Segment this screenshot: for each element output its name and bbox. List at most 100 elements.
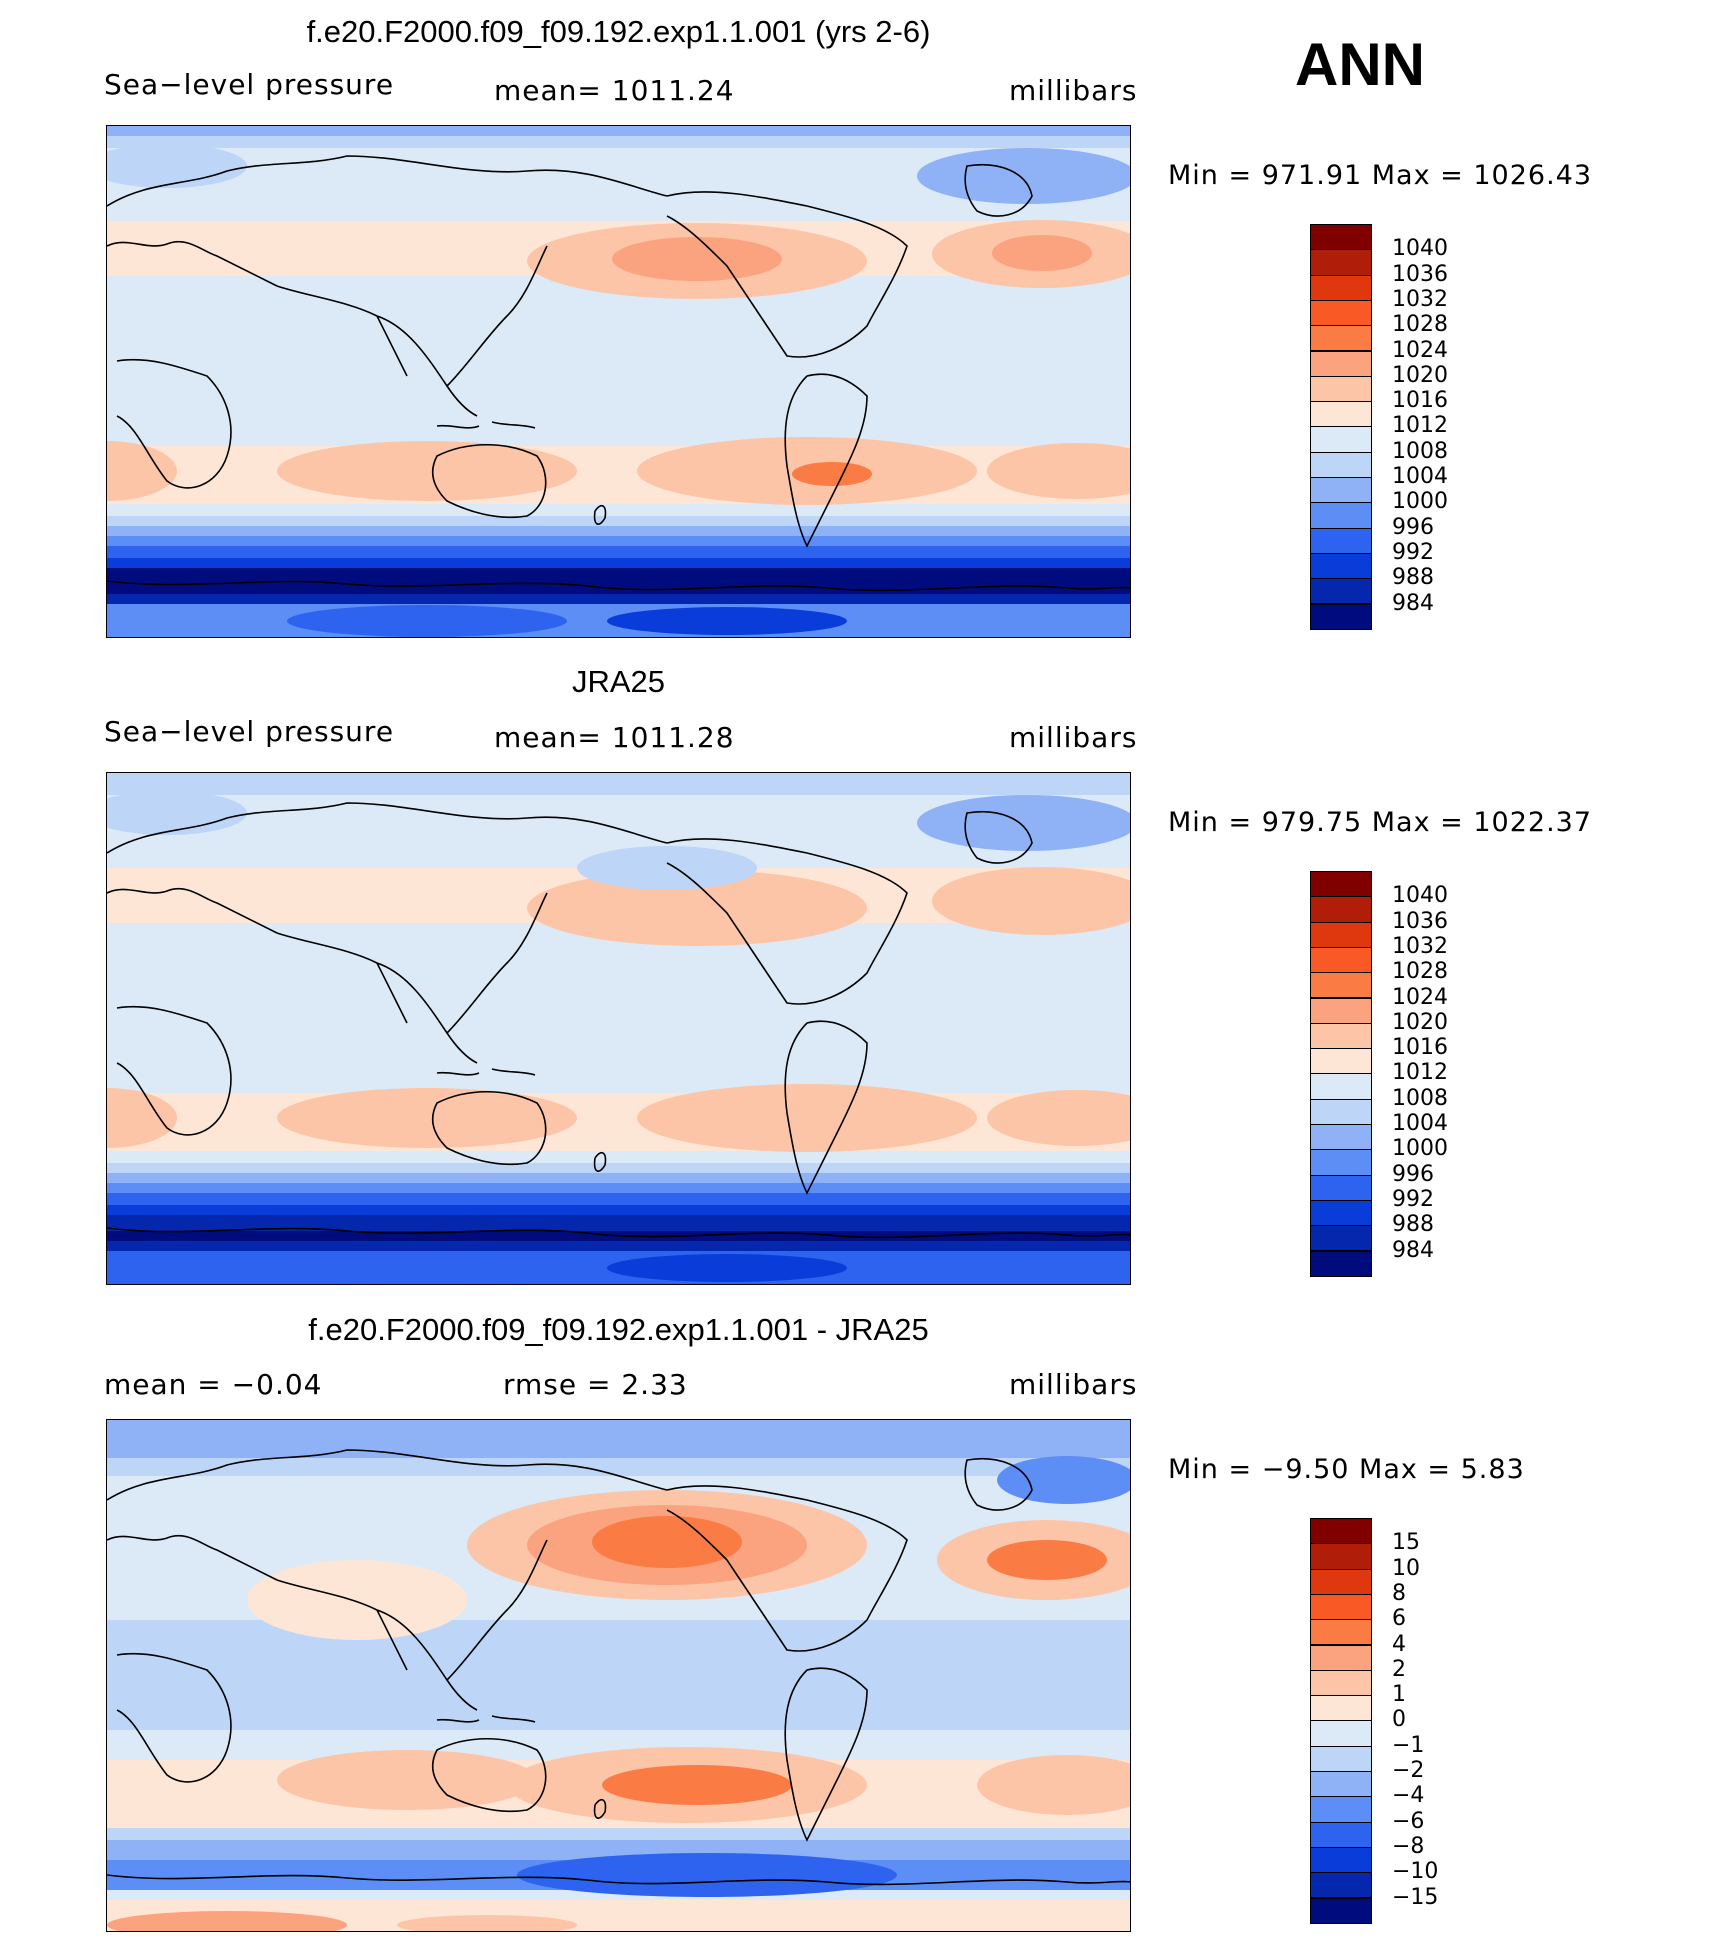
contour-band [107,516,1130,528]
colorbar-tick-label: 1016 [1392,388,1448,414]
colorbar-tick-label: 6 [1392,1606,1406,1632]
colorbar-swatch [1310,1720,1372,1747]
coastline [107,580,1130,592]
colorbar-swatch [1310,1695,1372,1722]
contour-region [107,791,247,835]
contour-band [107,1193,1130,1207]
colorbar-swatch [1310,1846,1372,1874]
colorbar-tick-label: −15 [1392,1884,1439,1910]
coastline [107,1449,668,1501]
panel3-minmax: Min = −9.50 Max = 5.83 [1168,1454,1525,1485]
contour-region [287,1252,567,1284]
panel1-title: f.e20.F2000.f09_f09.192.exp1.1.001 (yrs … [306,14,931,49]
contour-band [107,546,1130,560]
coastline [107,802,668,854]
colorbar-swatch [1310,871,1372,898]
contour-band [107,1241,1130,1253]
colorbar-tick-label: 1028 [1392,959,1448,985]
panel1-map [106,125,1131,638]
colorbar-swatch [1310,1149,1372,1176]
coastline [431,444,547,519]
contour-region [917,148,1130,204]
colorbar-swatch [1310,1073,1372,1100]
colorbar-swatch [1310,274,1372,301]
colorbar-swatch [1310,578,1372,605]
colorbar-swatch [1310,1897,1372,1924]
colorbar-swatch [1310,1250,1372,1277]
panel2-left-label: Sea−level pressure [104,715,395,748]
panel1-units-label: millibars [1009,74,1138,107]
colorbar-tick-label: 1004 [1392,464,1448,489]
coastline [276,892,548,1035]
coastline [666,838,908,1005]
coastline [593,1151,607,1172]
panel3-rmse-label: rmse = 2.33 [503,1368,688,1401]
colorbar-swatch [1310,1593,1372,1621]
colorbar-swatch [1310,603,1372,630]
colorbar-swatch [1310,552,1372,580]
colorbar-tick-label: 1000 [1392,489,1448,515]
coastline [436,421,536,429]
contour-region [107,1088,177,1148]
contour-region [987,443,1130,499]
colorbar-tick-label: 1032 [1392,286,1448,312]
contour-band [107,1173,1130,1185]
contour-band [107,526,1130,538]
coastline [107,1227,1130,1239]
colorbar-tick-label: 992 [1392,539,1434,565]
colorbar-tick-label: 1008 [1392,1085,1448,1111]
panel2-mean-label: mean= 1011.28 [494,721,735,754]
colorbar-swatch [1310,1225,1372,1252]
colorbar-tick-label: 1036 [1392,261,1448,287]
contour-region [792,462,872,486]
colorbar-swatch [1310,1199,1372,1227]
colorbar-swatch [1310,1048,1372,1075]
coastline [964,1458,1033,1511]
coastline [784,1667,868,1842]
coastline [107,1874,1130,1886]
panel2-colorbar: 1040 1036 1032 1028 1024 1020 1016 1012 1008 1004… [1310,871,1448,1277]
contour-region [517,1853,897,1897]
coastline [666,1485,908,1652]
coastline [593,504,607,525]
colorbar-swatch [1310,1174,1372,1201]
colorbar-swatch [1310,1543,1372,1570]
colorbar-swatch [1310,972,1372,999]
contour-region [607,607,847,635]
contour-band [107,1163,1130,1175]
contour-band [107,1420,1130,1460]
coastline [431,1738,547,1813]
panel1-left-label: Sea−level pressure [104,68,395,101]
panel2-minmax: Min = 979.75 Max = 1022.37 [1168,807,1593,838]
coastline [376,315,478,417]
colorbar-tick-label: 1032 [1392,933,1448,959]
panel3-colorbar: 15 10 8 6 4 2 1 0 −1 −2 −4 −6 −8 −10 −15 [1310,1518,1438,1924]
colorbar-swatch [1310,1568,1372,1595]
colorbar-swatch [1310,1124,1372,1151]
coastline [666,191,908,358]
colorbar-tick-label: 1000 [1392,1136,1448,1162]
colorbar-tick-label: −2 [1392,1758,1425,1783]
panel3-mean-label: mean = −0.04 [104,1368,323,1401]
colorbar-tick-label: 1008 [1392,438,1448,464]
colorbar-tick-label: 8 [1392,1580,1406,1606]
coastline [107,1534,278,1581]
colorbar-tick-label: 1028 [1392,312,1448,338]
contour-region [107,144,247,188]
contour-region [277,1750,537,1810]
panel3-units-label: millibars [1009,1368,1138,1401]
colorbar-tick-label: 1 [1392,1682,1406,1708]
colorbar-tick-label: −6 [1392,1808,1425,1834]
coastline [276,245,548,388]
contour-region [987,1090,1130,1146]
contour-band [107,536,1130,548]
contour-region [987,1540,1107,1580]
colorbar-tick-label: 1036 [1392,908,1448,934]
colorbar-tick-label: −4 [1392,1783,1425,1809]
coastline [964,164,1033,217]
colorbar-tick-label: 1012 [1392,1060,1448,1086]
colorbar-tick-label: 1020 [1392,1009,1448,1035]
colorbar-tick-label: 1016 [1392,1035,1448,1061]
colorbar-swatch [1310,1022,1372,1050]
colorbar-swatch [1310,1745,1372,1772]
